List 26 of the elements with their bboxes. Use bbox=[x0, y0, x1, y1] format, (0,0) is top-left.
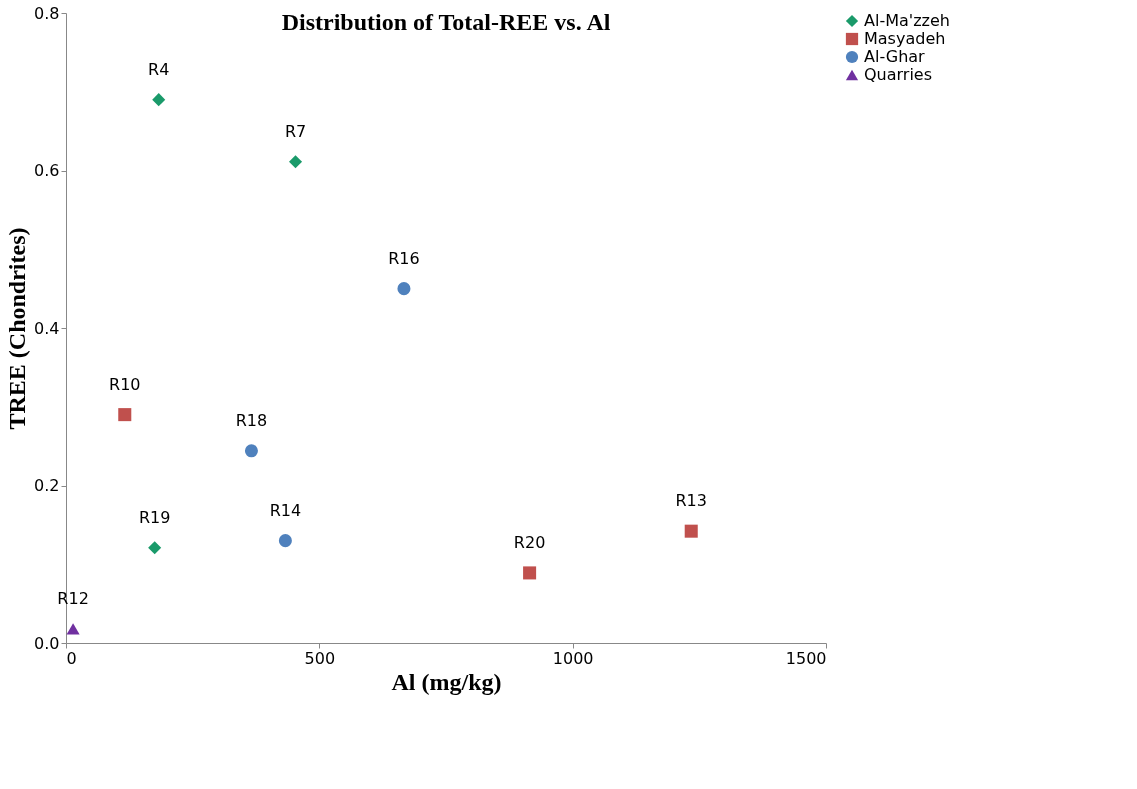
x-axis-title: Al (mg/kg) bbox=[391, 668, 502, 695]
annotation: R19 bbox=[138, 507, 171, 527]
annotation: R10 bbox=[109, 374, 141, 394]
annotation: R13 bbox=[675, 491, 707, 511]
annotation: R7 bbox=[284, 121, 307, 141]
annotation: R20 bbox=[513, 532, 546, 552]
annotation: R14 bbox=[269, 500, 302, 520]
legend-label: Al-Ma'zzeh bbox=[864, 11, 950, 30]
annotation: R4 bbox=[148, 59, 170, 79]
chart-title: Distribution of Total-REE vs. Al bbox=[281, 9, 611, 35]
y-tick-label: 0.4 bbox=[34, 318, 60, 338]
x-tick-label: 1500 bbox=[785, 648, 827, 668]
x-tick-label: 1000 bbox=[552, 648, 594, 668]
annotation: R16 bbox=[388, 248, 420, 268]
legend-label: Quarries bbox=[864, 65, 933, 84]
legend-label: Al-Ghar bbox=[864, 47, 926, 66]
y-tick-label: 0.0 bbox=[34, 633, 60, 653]
y-tick-label: 0.6 bbox=[34, 161, 60, 180]
y-axis-title: TREE (Chondrites) bbox=[4, 227, 31, 430]
y-tick-label: 0.2 bbox=[34, 476, 60, 495]
x-tick-label: 500 bbox=[304, 648, 336, 668]
annotation: R18 bbox=[235, 410, 268, 430]
legend-label: Masyadeh bbox=[864, 29, 946, 48]
annotation: R12 bbox=[57, 588, 89, 608]
x-tick-label: 0 bbox=[66, 648, 77, 668]
y-tick-label: 0.8 bbox=[34, 3, 60, 23]
